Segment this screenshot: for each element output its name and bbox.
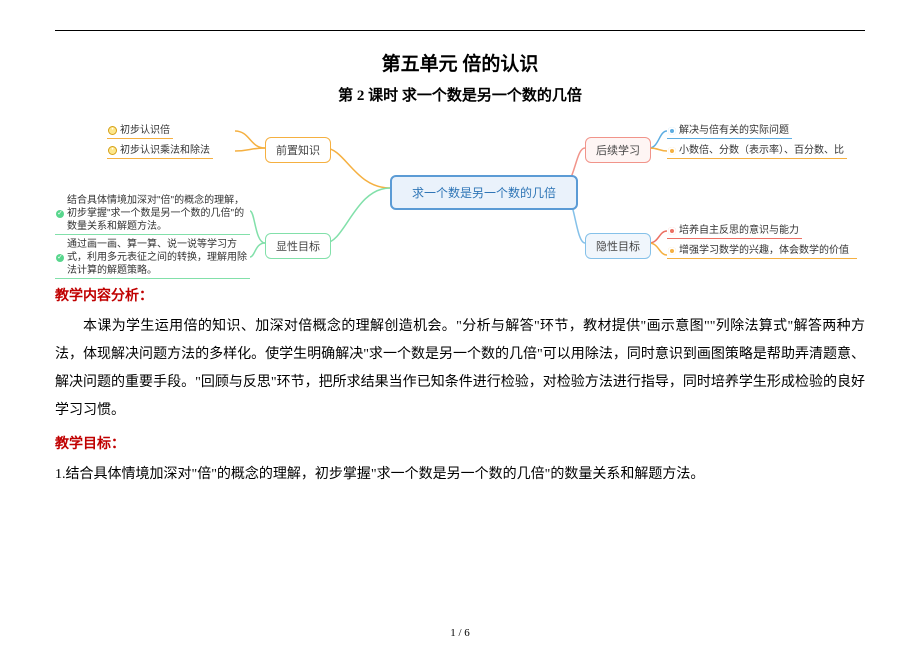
leaf-exp2: ✓通过画一画、算一算、说一说等学习方式，利用多元表征之间的转换，理解用除法计算的… xyxy=(55,237,250,279)
leaf-pre2: •初步认识乘法和除法 xyxy=(107,143,213,159)
leaf-hid2: 增强学习数学的兴趣，体会数学的价值 xyxy=(667,243,857,259)
leaf-exp1: ✓结合具体情境加深对"倍"的概念的理解，初步掌握"求一个数是另一个数的几倍"的数… xyxy=(55,193,250,235)
analysis-body: 本课为学生运用倍的知识、加深对倍概念的理解创造机会。"分析与解答"环节，教材提供… xyxy=(55,313,865,425)
analysis-heading: 教学内容分析： xyxy=(55,285,865,305)
branch-pre-knowledge: 前置知识 xyxy=(265,137,331,163)
leaf-pre1: •初步认识倍 xyxy=(107,123,173,139)
mindmap-diagram: 求一个数是另一个数的几倍 前置知识 显性目标 后续学习 隐性目标 •初步认识倍 •… xyxy=(55,115,865,275)
top-rule xyxy=(55,30,865,31)
lesson-subtitle: 第 2 课时 求一个数是另一个数的几倍 xyxy=(55,84,865,105)
branch-hidden-goals: 隐性目标 xyxy=(585,233,651,259)
goal-item-1: 1.结合具体情境加深对"倍"的概念的理解，初步掌握"求一个数是另一个数的几倍"的… xyxy=(55,461,865,489)
page-footer: 1 / 6 xyxy=(0,627,920,639)
leaf-fol1: 解决与倍有关的实际问题 xyxy=(667,123,792,139)
mindmap-center-node: 求一个数是另一个数的几倍 xyxy=(390,175,578,210)
leaf-hid1: 培养自主反思的意识与能力 xyxy=(667,223,802,239)
unit-title: 第五单元 倍的认识 xyxy=(55,49,865,76)
branch-followup: 后续学习 xyxy=(585,137,651,163)
leaf-fol2: 小数倍、分数（表示率）、百分数、比 xyxy=(667,143,847,159)
goals-heading: 教学目标： xyxy=(55,433,865,453)
branch-explicit-goals: 显性目标 xyxy=(265,233,331,259)
